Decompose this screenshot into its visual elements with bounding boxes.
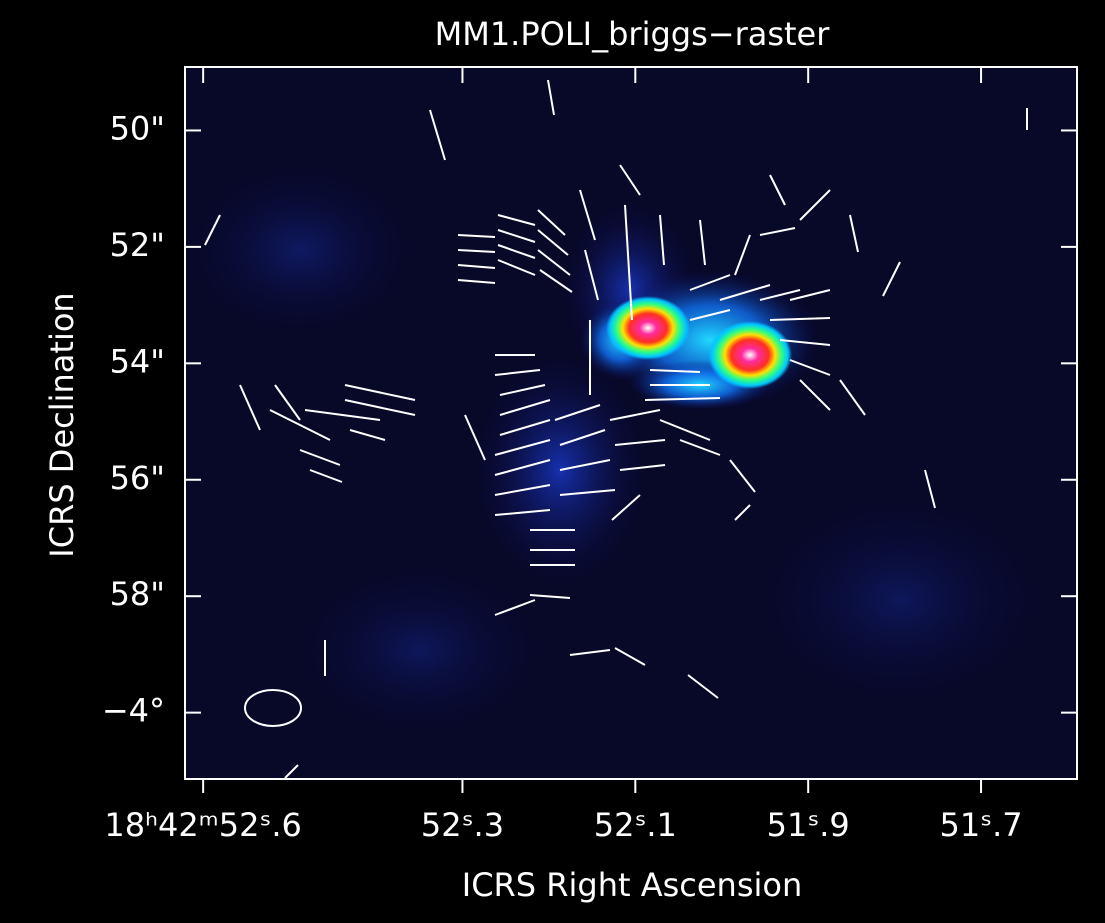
y-axis-label: ICRS Declination	[43, 292, 81, 557]
x-tick-label: 51ˢ.9	[767, 806, 850, 844]
x-axis-label: ICRS Right Ascension	[462, 866, 802, 904]
x-tick-label: 52ˢ.1	[594, 806, 677, 844]
y-tick-label: 52"	[110, 226, 165, 264]
y-tick-label: 50"	[110, 109, 165, 147]
y-tick-label: 56"	[110, 459, 165, 497]
x-tick-label: 18ʰ42ᵐ52ˢ.6	[104, 806, 302, 844]
y-tick-label: 54"	[110, 342, 165, 380]
y-tick-label: 58"	[110, 575, 165, 613]
x-tick-label: 51ˢ.7	[939, 806, 1022, 844]
x-tick-label: 52ˢ.3	[421, 806, 504, 844]
chart-title: MM1.POLI_briggs−raster	[435, 15, 831, 53]
chart: MM1.POLI_briggs−raster ICRS Declination …	[0, 0, 1105, 923]
y-tick-label: −4°	[102, 692, 165, 730]
raster	[180, 67, 1077, 779]
